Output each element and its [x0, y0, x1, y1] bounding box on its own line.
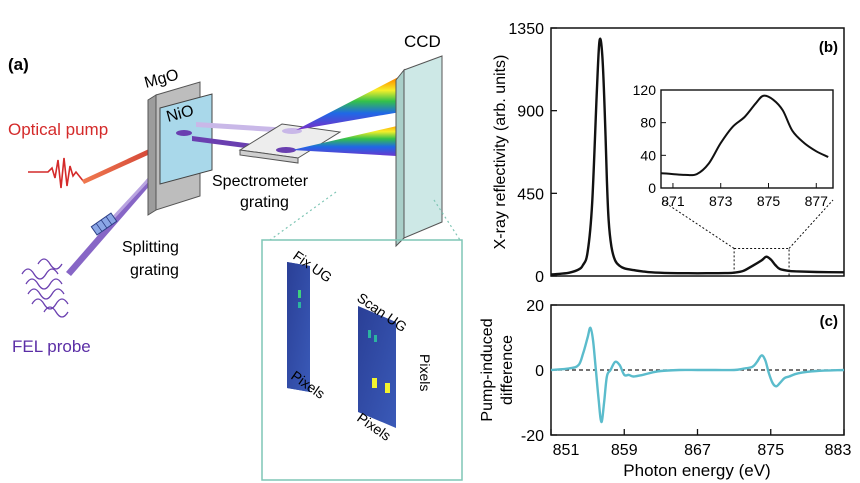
- dispersed-beam-upper: [296, 70, 412, 130]
- chart-c-xlabel: Photon energy (eV): [623, 461, 770, 480]
- splitting-grating-label-1: Splitting: [122, 239, 179, 256]
- ccd-image-scan: [358, 306, 396, 428]
- pump-label: Optical pump: [8, 120, 108, 139]
- ccd-inset-frame: [261, 239, 463, 481]
- ccd-detector: [403, 55, 443, 239]
- splitting-grating-label-2: grating: [130, 262, 179, 279]
- nio-label: NiO: [165, 102, 196, 126]
- chart-b-inset-xtick-label: 873: [709, 193, 733, 209]
- chart-c-panel-label: (c): [820, 313, 838, 330]
- chart-b-ytick-label: 1350: [508, 21, 544, 38]
- beam-spot: [176, 130, 192, 136]
- chart-c-series-line: [550, 326, 845, 424]
- ccd-side: [395, 68, 405, 248]
- ccd-image-fix: [287, 262, 310, 392]
- chart-b-zoom-guide: [660, 199, 735, 249]
- chart-b-zoom-box: [660, 199, 834, 277]
- chart-b-inset-frame: [660, 89, 834, 189]
- chart-b-inset-ytick-label: 0: [648, 180, 656, 196]
- chart-b-inset-axes: 0 40 80 120 871 873 875 877: [633, 82, 829, 209]
- chart-c-xtick-label: 883: [825, 442, 852, 459]
- pixels-label-scan-side: Pixels: [417, 354, 433, 391]
- chart-b: 0 450 900 1350 X-ray reflectivity (arb. uni…: [492, 21, 845, 286]
- chart-c-ytick-label: 0: [535, 363, 544, 380]
- probe-pulse-wave: [21, 258, 69, 318]
- chart-b-inset-xtick-label: 875: [757, 193, 781, 209]
- spectrometer-label-2: grating: [240, 194, 289, 211]
- chart-c-xtick-label: 851: [553, 442, 580, 459]
- chart-c-ytick-label: -20: [521, 428, 544, 445]
- grating-spot-lower: [276, 147, 296, 153]
- chart-b-ytick-label: 0: [535, 269, 544, 286]
- chart-c-ytick-label: 20: [526, 298, 544, 315]
- chart-b-inset-ytick-label: 40: [640, 147, 656, 163]
- chart-c-xtick-label: 875: [757, 442, 784, 459]
- pump-pulse-wave: [28, 157, 85, 189]
- mgo-substrate-side: [147, 94, 157, 216]
- chart-c-xtick-label: 859: [611, 442, 638, 459]
- chart-b-inset: 0 40 80 120 871 873 875 877: [633, 82, 834, 209]
- mgo-label: MgO: [143, 66, 181, 91]
- chart-c-ylabel-2: difference: [499, 335, 516, 405]
- panel-a-label: (a): [8, 55, 29, 74]
- chart-b-inset-ytick-label: 80: [640, 115, 656, 131]
- probe-label: FEL probe: [12, 337, 91, 356]
- chart-b-inset-xtick-label: 877: [805, 193, 829, 209]
- splitting-grating: [90, 212, 118, 236]
- spectrometer-grating-edge: [239, 149, 299, 164]
- chart-b-zoom-rect: [733, 247, 790, 277]
- chart-b-ylabel: X-ray reflectivity (arb. units): [492, 55, 509, 250]
- zoom-guide-left: [269, 191, 337, 241]
- reflected-beam-upper: [196, 122, 290, 133]
- chart-b-series-line: [550, 37, 845, 276]
- nio-film: [159, 93, 213, 185]
- chart-c-axes: -20 0 20 851 859 867 875 883: [521, 298, 852, 459]
- chart-b-ytick-label: 450: [517, 186, 544, 203]
- chart-b-y-axis: 0 450 900 1350: [508, 21, 557, 286]
- chart-b-inset-xtick-label: 871: [661, 193, 685, 209]
- chart-b-zoom-guide: [788, 199, 834, 249]
- chart-b-ytick-label: 900: [517, 104, 544, 121]
- chart-b-inset-line: [660, 94, 829, 177]
- chart-b-inset-ytick-label: 120: [633, 82, 657, 98]
- chart-c: -20 0 20 851 859 867 875 883 (c) Pump-induced d…: [479, 298, 851, 480]
- chart-b-panel-label: (b): [819, 39, 838, 56]
- chart-b-frame: [550, 27, 845, 277]
- panel-a-schematic: (a) Optical pump FEL probe Splitting gra…: [8, 32, 463, 481]
- chart-c-xtick-label: 867: [684, 442, 711, 459]
- ccd-label: CCD: [404, 32, 441, 51]
- spectrometer-label-1: Spectrometer: [212, 173, 309, 190]
- chart-c-ylabel-1: Pump-induced: [479, 318, 496, 421]
